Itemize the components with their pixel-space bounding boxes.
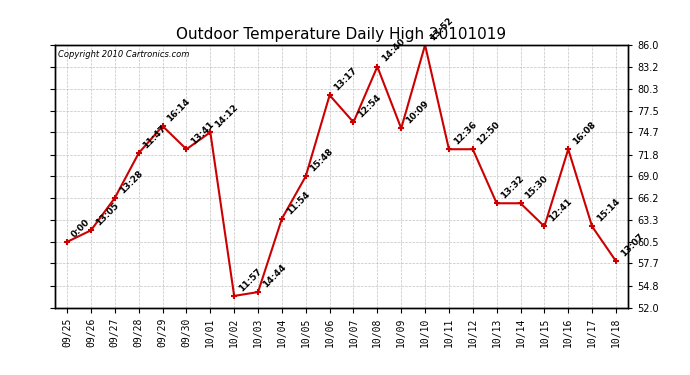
Text: 13:41: 13:41 <box>189 120 216 147</box>
Title: Outdoor Temperature Daily High 20101019: Outdoor Temperature Daily High 20101019 <box>177 27 506 42</box>
Text: 13:05: 13:05 <box>94 201 120 228</box>
Text: 15:30: 15:30 <box>523 174 550 201</box>
Text: 10:09: 10:09 <box>404 99 431 126</box>
Text: 11:57: 11:57 <box>237 267 264 293</box>
Text: 13:32: 13:32 <box>500 174 526 201</box>
Text: 16:14: 16:14 <box>166 97 192 123</box>
Text: 0:00: 0:00 <box>70 217 92 239</box>
Text: 14:12: 14:12 <box>213 103 240 129</box>
Text: Copyright 2010 Cartronics.com: Copyright 2010 Cartronics.com <box>58 50 190 59</box>
Text: 14:40: 14:40 <box>380 37 407 64</box>
Text: 15:48: 15:48 <box>308 147 335 174</box>
Text: 12:50: 12:50 <box>475 120 502 147</box>
Text: 12:54: 12:54 <box>356 93 383 119</box>
Text: 13:52: 13:52 <box>428 16 455 42</box>
Text: 12:41: 12:41 <box>547 197 574 223</box>
Text: 13:07: 13:07 <box>619 232 645 258</box>
Text: 12:36: 12:36 <box>452 120 478 147</box>
Text: 16:08: 16:08 <box>571 120 598 147</box>
Text: 15:14: 15:14 <box>595 197 622 223</box>
Text: 14:44: 14:44 <box>261 262 288 289</box>
Text: 13:17: 13:17 <box>333 66 359 92</box>
Text: 13:28: 13:28 <box>117 168 144 195</box>
Text: 11:47: 11:47 <box>141 123 168 150</box>
Text: 11:54: 11:54 <box>285 189 311 216</box>
